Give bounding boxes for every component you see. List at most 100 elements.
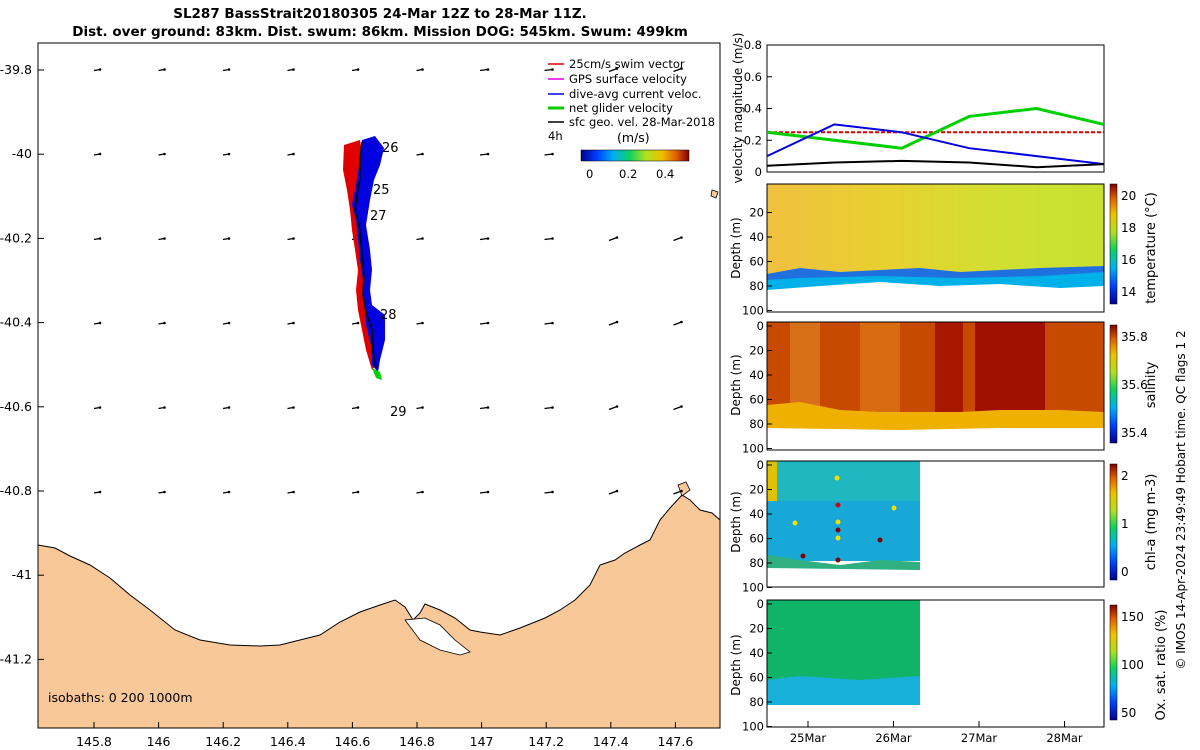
geo-arrow-head xyxy=(98,321,102,325)
chla-cbar-ticks: 0 1 2 xyxy=(1121,469,1129,579)
speed-colorbar xyxy=(580,149,690,162)
day-label: 29 xyxy=(390,405,407,420)
glider-track xyxy=(354,141,377,369)
geo-arrow-head xyxy=(227,152,231,156)
geo-arrow-head xyxy=(227,321,231,325)
geo-arrow-head xyxy=(615,67,619,70)
geo-velocity-arrows xyxy=(93,67,683,495)
geo-arrow-head xyxy=(163,237,166,240)
geo-arrow-head xyxy=(292,237,295,240)
salinity-colorbar xyxy=(1109,324,1118,444)
geo-arrow-head xyxy=(163,152,166,156)
depth-tick: 80 xyxy=(749,279,764,293)
depth-tick: 40 xyxy=(749,646,764,660)
chla-panel[interactable]: chl-a (mg m-3) Depth (m) 0 20 40 60 80 100 0 1… xyxy=(729,458,1159,595)
isobaths-label: isobaths: 0 200 1000m xyxy=(48,690,193,705)
velocity-panel[interactable]: 0 0.2 0.4 0.6 0.8 velocity magnitude (m/s) xyxy=(731,33,1105,184)
geo-arrow-head xyxy=(356,68,360,71)
depth-tick: 40 xyxy=(749,230,764,244)
geo-arrow-head xyxy=(356,321,360,325)
lon-tick-label: 146 xyxy=(147,734,171,749)
lon-tick-label: 146.8 xyxy=(399,734,435,749)
geo-arrow-head xyxy=(163,406,166,409)
depth-tick: 60 xyxy=(749,255,764,269)
oxygen-ylabel: Depth (m) xyxy=(729,634,743,695)
map-title-line1: SL287 BassStrait20180305 24-Mar 12Z to 2… xyxy=(173,6,587,22)
geo-arrow xyxy=(608,67,618,73)
time-tag: 4h xyxy=(548,129,563,143)
geo-arrow-head xyxy=(163,68,166,71)
time-tick: 26Mar xyxy=(875,731,912,745)
geo-arrow-head xyxy=(421,68,424,71)
velocity-ytick: 0.6 xyxy=(744,70,762,84)
geo-arrow-head xyxy=(486,406,490,409)
geo-arrow-head xyxy=(680,67,683,70)
temperature-colorbar xyxy=(1109,183,1118,305)
legend-label: 25cm/s swim vector xyxy=(569,57,685,71)
geo-arrow-head xyxy=(98,152,102,156)
chla-frame xyxy=(766,460,1105,588)
lat-tick-label: -41.2 xyxy=(0,651,32,666)
lon-tick-label: 146.6 xyxy=(335,734,371,749)
legend-label: dive-avg current veloc. xyxy=(569,87,702,101)
time-axis: 25Mar 26Mar 27Mar 28Mar xyxy=(790,721,1083,745)
chla-colorbar xyxy=(1109,463,1118,581)
lat-tick-label: -40.8 xyxy=(0,483,32,498)
lon-tick-label: 147.2 xyxy=(528,734,564,749)
colorbar-tick: 0.4 xyxy=(656,167,674,181)
salinity-panel[interactable]: salinity Depth (m) 0 20 40 60 80 100 35.4 35.6… xyxy=(729,319,1159,456)
lon-tick-label: 146.4 xyxy=(270,734,306,749)
depth-tick: 80 xyxy=(749,417,764,431)
temperature-panel[interactable]: temperature (°C) Depth (m) 20 40 60 80 100 1… xyxy=(729,183,1159,318)
temperature-cbar-ticks: 14 16 18 20 xyxy=(1121,189,1136,299)
legend-label: net glider velocity xyxy=(569,101,673,115)
oxygen-panel[interactable]: Ox. sat. ratio (%) Depth (m) 0 20 40 60 80 10… xyxy=(729,597,1169,745)
colorbar-tick: 0.2 xyxy=(619,167,637,181)
lat-tick-label: -39.8 xyxy=(0,62,32,77)
temperature-frame xyxy=(766,183,1105,313)
oxygen-depth-ticks: 0 20 40 60 80 100 xyxy=(742,597,772,734)
velocity-ytick: 0.8 xyxy=(744,38,762,52)
geo-arrow-head xyxy=(98,237,102,240)
cbar-tick: 18 xyxy=(1121,221,1136,235)
depth-tick: 80 xyxy=(749,695,764,709)
geo-arrow-head xyxy=(421,406,424,409)
map-axes: 145.8 146 146.2 146.4 146.6 146.8 147 147.2 147.… xyxy=(0,62,693,749)
geo-arrow-head xyxy=(227,490,231,494)
net-velocity-ribbon xyxy=(372,368,382,380)
geo-arrow xyxy=(479,153,489,156)
depth-tick: 100 xyxy=(742,581,764,595)
geo-arrow-head xyxy=(227,406,231,409)
geo-arrow-head xyxy=(680,489,683,493)
map-panel[interactable]: 145.8 146 146.2 146.4 146.6 146.8 147 147.2 147.… xyxy=(0,42,721,749)
lon-tick-label: 145.8 xyxy=(76,734,112,749)
cbar-tick: 14 xyxy=(1121,285,1136,299)
lon-tick-label: 147 xyxy=(470,734,494,749)
geo-arrow-head xyxy=(486,237,490,240)
depth-tick: 20 xyxy=(749,344,764,358)
cbar-tick: 150 xyxy=(1121,610,1144,624)
chla-cbar-label: chl-a (mg m-3) xyxy=(1144,474,1159,571)
time-tick: 25Mar xyxy=(790,731,827,745)
geo-arrow-head xyxy=(292,406,295,409)
geo-arrow xyxy=(544,406,553,410)
velocity-frame xyxy=(766,44,1105,173)
depth-tick: 40 xyxy=(749,507,764,521)
day-label: 25 xyxy=(373,183,390,198)
geo-arrow xyxy=(479,237,489,241)
estuary xyxy=(404,617,471,656)
geo-arrow-head xyxy=(98,68,102,71)
velocity-ytick: 0 xyxy=(755,165,762,179)
oxygen-frame xyxy=(766,599,1105,728)
geo-arrow xyxy=(544,153,553,156)
cbar-tick: 35.8 xyxy=(1121,330,1148,344)
cbar-tick: 35.4 xyxy=(1121,426,1148,440)
geo-arrow-head xyxy=(551,152,554,156)
geo-arrow-head xyxy=(551,321,554,325)
lat-tick-label: -40.4 xyxy=(0,315,32,330)
geo-arrow-head xyxy=(163,490,166,494)
geo-arrow-head xyxy=(292,490,295,494)
geo-arrow-head xyxy=(551,406,554,409)
geo-arrow-head xyxy=(421,321,424,325)
geo-arrow xyxy=(673,405,682,411)
